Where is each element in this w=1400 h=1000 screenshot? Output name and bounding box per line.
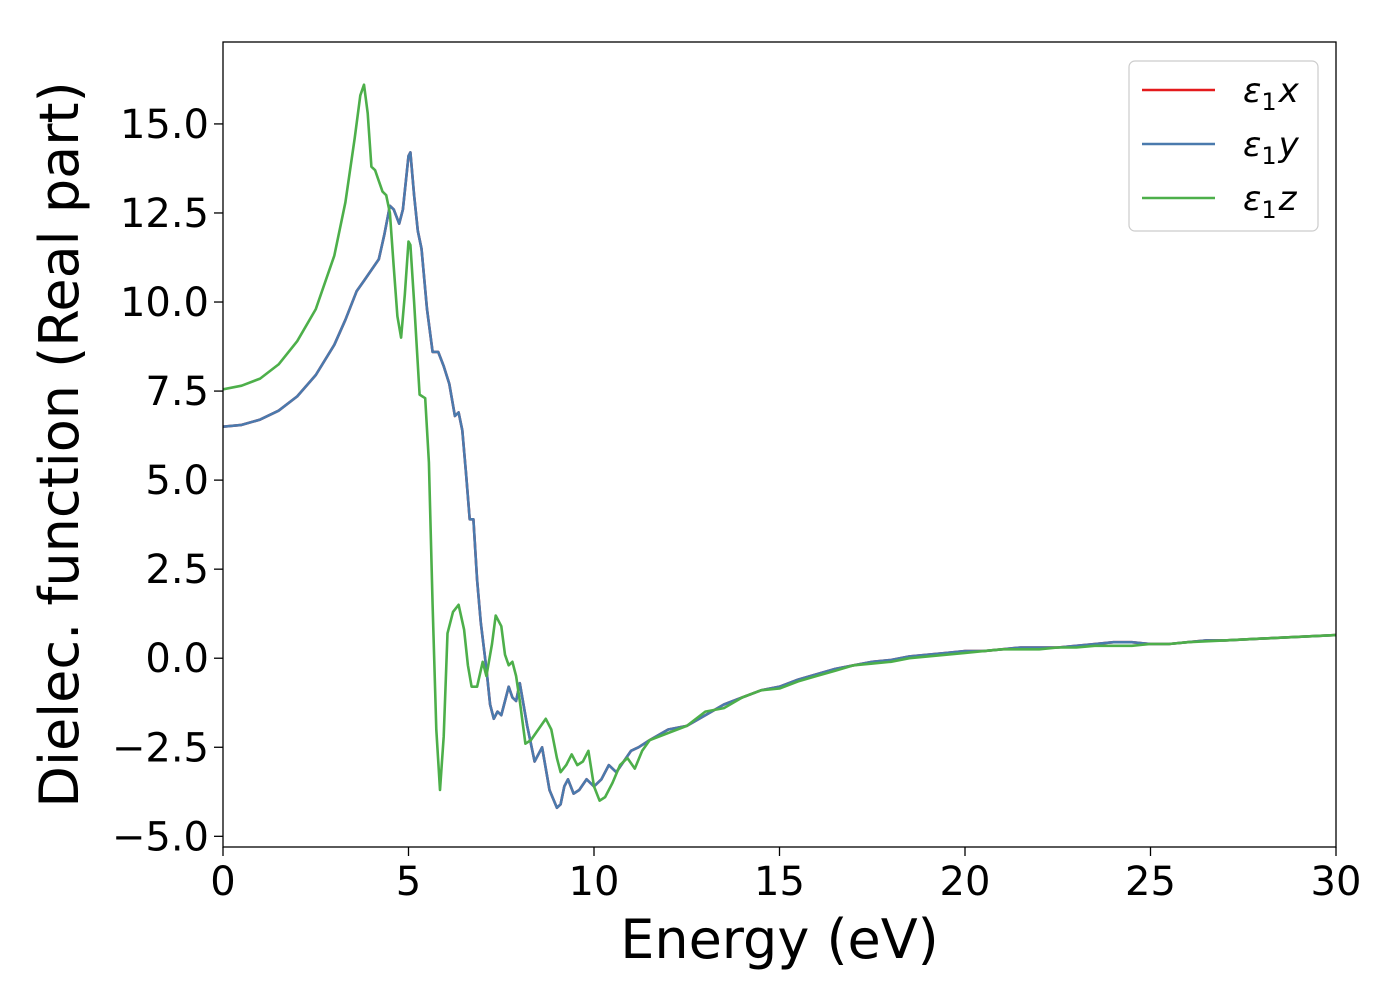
x-tick-label: 0 xyxy=(210,859,235,905)
y-tick-label: 7.5 xyxy=(145,369,209,415)
y-tick-label: 10.0 xyxy=(120,280,209,326)
legend-entry-symbol: ε xyxy=(1243,179,1261,219)
y-axis-ticks: −5.0 −2.5 0.0 2.5 5.0 7.5 10.0 12.5 15.0 xyxy=(112,102,223,860)
legend-entry-subscript: 1 xyxy=(1261,88,1276,116)
series-line-z xyxy=(223,83,1336,803)
legend-entry-z: ε1z xyxy=(1243,179,1298,224)
plot-area xyxy=(223,83,1336,810)
x-axis-ticks: 0 5 10 15 20 25 30 xyxy=(210,847,1361,905)
legend-entry-y: ε1y xyxy=(1243,125,1300,170)
y-tick-label: 12.5 xyxy=(120,191,209,237)
legend-entry-symbol: ε xyxy=(1243,71,1261,111)
y-tick-label: 0.0 xyxy=(145,636,209,682)
y-tick-label: −5.0 xyxy=(112,814,209,860)
x-tick-label: 30 xyxy=(1311,859,1362,905)
y-tick-label: 15.0 xyxy=(120,102,209,148)
x-tick-label: 15 xyxy=(754,859,805,905)
x-tick-label: 25 xyxy=(1125,859,1176,905)
legend-entry-symbol: ε xyxy=(1243,125,1261,165)
legend-entry-subscript: 1 xyxy=(1261,196,1276,224)
x-tick-label: 20 xyxy=(940,859,991,905)
legend-entry-component: y xyxy=(1278,125,1300,165)
legend-entry-component: z xyxy=(1278,179,1298,219)
x-axis-label: Energy (eV) xyxy=(620,908,939,971)
x-tick-label: 5 xyxy=(396,859,421,905)
y-tick-label: −2.5 xyxy=(112,725,209,771)
legend-entry-component: x xyxy=(1278,71,1300,111)
y-tick-label: 2.5 xyxy=(145,547,209,593)
legend-entry-x: ε1x xyxy=(1243,71,1300,116)
y-tick-label: 5.0 xyxy=(145,458,209,504)
x-tick-label: 10 xyxy=(569,859,620,905)
y-axis-label: Dielec. function (Real part) xyxy=(28,81,91,807)
legend-entry-subscript: 1 xyxy=(1261,142,1276,170)
legend-box xyxy=(1128,60,1319,232)
